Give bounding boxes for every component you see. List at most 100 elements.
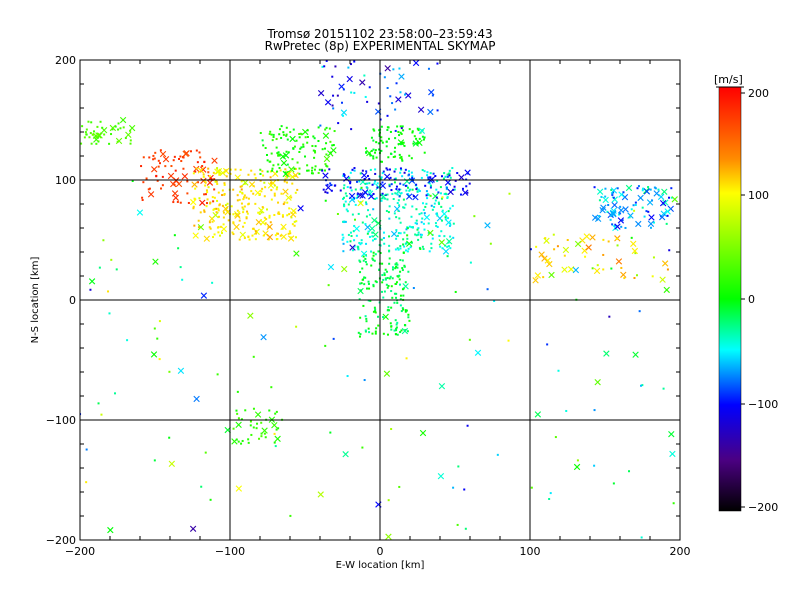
dot-marker xyxy=(668,249,671,252)
dot-marker xyxy=(277,151,280,154)
dot-marker xyxy=(200,485,203,488)
dot-marker xyxy=(310,169,313,172)
dot-marker xyxy=(399,182,402,185)
dot-marker xyxy=(324,128,327,131)
dot-marker xyxy=(349,186,352,189)
dot-marker xyxy=(420,221,423,224)
dot-marker xyxy=(402,198,405,201)
dot-marker xyxy=(341,233,344,236)
dot-marker xyxy=(298,172,301,175)
cross-marker xyxy=(282,152,290,159)
dot-marker xyxy=(636,187,639,190)
dot-marker xyxy=(319,124,322,127)
dot-marker xyxy=(420,233,423,236)
dot-marker xyxy=(361,446,364,449)
dot-marker xyxy=(431,208,434,211)
dot-marker xyxy=(429,184,432,187)
dot-marker xyxy=(372,310,375,313)
dot-marker xyxy=(446,173,449,176)
dot-marker xyxy=(411,188,414,191)
dot-marker xyxy=(402,129,405,132)
dot-marker xyxy=(619,205,622,208)
dot-marker xyxy=(363,177,366,180)
dot-marker xyxy=(380,238,383,241)
cross-marker xyxy=(348,192,356,200)
dot-marker xyxy=(434,199,437,202)
cross-marker xyxy=(125,131,132,138)
cross-marker xyxy=(603,350,610,357)
dot-marker xyxy=(298,167,301,170)
dot-marker xyxy=(85,481,88,484)
dot-marker xyxy=(270,189,273,192)
dot-marker xyxy=(371,235,374,238)
cross-marker xyxy=(562,246,570,254)
dot-marker xyxy=(342,242,345,245)
dot-marker xyxy=(377,102,380,105)
dot-marker xyxy=(399,171,402,174)
cross-marker xyxy=(219,169,226,177)
dot-marker xyxy=(394,282,397,285)
dot-marker xyxy=(277,154,280,157)
dot-marker xyxy=(331,144,334,147)
cross-marker xyxy=(162,155,170,163)
dot-marker xyxy=(110,133,113,136)
dot-marker xyxy=(459,193,462,196)
dot-marker xyxy=(369,168,372,171)
cross-marker xyxy=(200,292,208,299)
dot-marker xyxy=(396,247,399,250)
dot-marker xyxy=(429,186,432,189)
cross-marker xyxy=(150,351,158,358)
dot-marker xyxy=(216,199,219,202)
x-axis-label: E-W location [km] xyxy=(336,560,425,571)
dot-marker xyxy=(423,228,426,231)
dot-marker xyxy=(427,176,430,179)
dot-marker xyxy=(126,339,129,342)
dot-marker xyxy=(372,128,375,131)
dot-marker xyxy=(399,156,402,159)
dot-marker xyxy=(382,296,385,299)
dot-marker xyxy=(451,204,454,207)
cross-marker xyxy=(172,194,179,201)
dot-marker xyxy=(602,238,605,241)
dot-marker xyxy=(363,379,366,382)
dot-marker xyxy=(593,409,596,412)
dot-marker xyxy=(418,137,421,140)
dot-marker xyxy=(387,211,390,214)
dot-marker xyxy=(390,189,393,192)
cross-marker xyxy=(317,491,324,498)
dot-marker xyxy=(211,220,214,223)
cross-marker xyxy=(269,179,277,187)
dot-marker xyxy=(429,194,432,197)
dot-marker xyxy=(324,191,327,194)
dot-marker xyxy=(351,213,354,216)
dot-marker xyxy=(359,316,362,319)
dot-marker xyxy=(390,290,393,293)
cross-marker xyxy=(437,472,445,480)
dot-marker xyxy=(396,321,399,324)
dot-marker xyxy=(415,186,418,189)
dot-marker xyxy=(372,139,375,142)
dot-marker xyxy=(368,235,371,238)
dot-marker xyxy=(417,129,420,132)
dot-marker xyxy=(386,286,389,289)
cross-marker xyxy=(259,219,267,226)
cross-marker xyxy=(390,230,398,238)
cross-marker xyxy=(379,182,387,189)
dot-marker xyxy=(362,278,365,281)
dot-marker xyxy=(259,179,262,182)
dot-marker xyxy=(420,176,423,179)
dot-marker xyxy=(619,212,622,215)
dot-marker xyxy=(232,213,235,216)
x-tick-label: −200 xyxy=(65,545,95,558)
cross-marker xyxy=(585,244,592,251)
dot-marker xyxy=(161,175,164,178)
dot-marker xyxy=(108,142,111,145)
dot-marker xyxy=(395,327,398,330)
cross-marker xyxy=(594,379,601,386)
dot-marker xyxy=(296,161,299,164)
cross-marker xyxy=(458,174,465,181)
dot-marker xyxy=(362,304,365,307)
dot-marker xyxy=(152,154,155,157)
dot-marker xyxy=(203,193,206,196)
dot-marker xyxy=(434,175,437,178)
